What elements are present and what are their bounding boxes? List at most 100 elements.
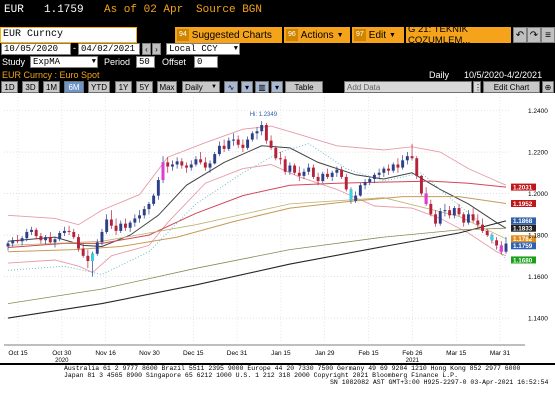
candle-body xyxy=(410,156,414,159)
table-button[interactable]: Table xyxy=(285,81,323,93)
add-data-field[interactable]: Add Data xyxy=(344,81,472,93)
candle-highlight xyxy=(490,235,494,241)
undo-icon[interactable]: ↶ xyxy=(513,27,527,43)
x-tick-label: Dec 31 xyxy=(227,350,248,357)
candle-body xyxy=(109,219,113,226)
candle-body xyxy=(81,248,85,256)
range-3d[interactable]: 3D xyxy=(22,81,39,93)
frequency-label: Daily xyxy=(429,70,450,80)
candle-body xyxy=(382,168,386,173)
candle-body xyxy=(236,139,240,145)
candle-highlight xyxy=(161,162,165,181)
range-max[interactable]: Max xyxy=(157,81,177,93)
x-tick-label: Jan 29 xyxy=(315,350,335,357)
candle-highlight xyxy=(424,193,428,204)
range-ytd[interactable]: YTD xyxy=(88,81,110,93)
price-tag-box xyxy=(511,242,536,250)
candle-body xyxy=(20,238,24,242)
candle-body xyxy=(194,159,198,165)
range-1m[interactable]: 1M xyxy=(43,81,60,93)
candle-body xyxy=(462,214,466,223)
price-chart[interactable]: Hi: 1.2349 1.2031 1.1952 1.1868 1.1833 1.178… xyxy=(0,93,555,364)
offset-field[interactable]: 0 xyxy=(194,56,218,68)
candle-body xyxy=(429,203,433,215)
candle-body xyxy=(138,215,142,219)
currency-select[interactable]: Local CCY ▼ xyxy=(166,43,240,55)
candle-highlight xyxy=(91,253,95,261)
period-select[interactable]: Daily ▼ xyxy=(182,81,220,93)
edit-button[interactable]: 97 Edit ▼ xyxy=(352,27,404,43)
panel-title-label: G 21: TEKNIK COZUMLEM... xyxy=(408,24,471,46)
range-5y[interactable]: 5Y xyxy=(136,81,153,93)
candle-body xyxy=(142,209,146,216)
candle-body xyxy=(264,125,268,141)
suggested-charts-num: 94 xyxy=(177,29,189,41)
bar-chart-icon[interactable]: ▥ xyxy=(255,81,269,93)
edit-chart-button[interactable]: Edit Chart xyxy=(483,81,540,93)
security-description: EUR Curncy : Euro Spot xyxy=(2,70,100,80)
candle-body xyxy=(105,219,109,232)
candle-body xyxy=(30,229,33,232)
chevron-left-icon[interactable]: ‹ xyxy=(142,43,151,55)
candle-body xyxy=(288,165,292,172)
candle-body xyxy=(232,139,235,141)
candle-body xyxy=(95,242,99,254)
x-tick-label: Mar 31 xyxy=(490,350,511,357)
price-tag-label: 1.2031 xyxy=(513,184,533,191)
price-tag-box xyxy=(511,235,536,243)
command-bar: EUR Curncy 94 Suggested Charts 96 Action… xyxy=(0,24,555,46)
quote-header: EUR 1.1759 As of 02 Apr Source BGN xyxy=(0,0,555,22)
candle-body xyxy=(170,164,174,167)
candle-body xyxy=(175,161,179,165)
price-tag-box xyxy=(511,183,536,191)
end-date-field[interactable]: 04/02/2021 xyxy=(78,43,140,55)
x-tick-label: Mar 15 xyxy=(446,350,467,357)
study-select[interactable]: ExpMA ▼ xyxy=(30,56,98,68)
candle-body xyxy=(241,144,245,148)
redo-icon[interactable]: ↷ xyxy=(527,27,541,43)
last-price: 1.1759 xyxy=(44,4,84,16)
study-value: ExpMA xyxy=(33,57,61,67)
menu-icon[interactable]: ≡ xyxy=(541,27,555,43)
start-date-field[interactable]: 10/05/2020 xyxy=(1,43,71,55)
candle-body xyxy=(213,154,217,164)
candle-body xyxy=(335,169,339,173)
price-tag-label: 1.1759 xyxy=(513,243,533,250)
range-6m[interactable]: 6M xyxy=(64,81,84,93)
line-chart-icon[interactable]: ∿ xyxy=(224,81,238,93)
series-lower xyxy=(7,164,507,273)
range-1d[interactable]: 1D xyxy=(1,81,18,93)
candle-body xyxy=(340,169,344,177)
candle-body xyxy=(311,167,315,177)
candle-body xyxy=(368,179,372,183)
price-tag-label: 1.1680 xyxy=(513,257,533,264)
candle-body xyxy=(67,230,71,232)
x-tick-label: Oct 15 xyxy=(8,350,28,357)
candle-body xyxy=(189,164,193,168)
candle-body xyxy=(72,231,76,238)
candle-body xyxy=(77,237,80,249)
range-1y[interactable]: 1Y xyxy=(115,81,132,93)
pin-icon[interactable]: ⊕ xyxy=(542,81,554,93)
candle-body xyxy=(255,131,259,134)
suggested-charts-button[interactable]: 94 Suggested Charts xyxy=(175,27,282,43)
panel-title[interactable]: G 21: TEKNIK COZUMLEM... xyxy=(406,24,511,46)
x-tick-label: Nov 30 xyxy=(139,350,160,357)
y-tick-label: 1.1600 xyxy=(528,274,548,281)
chevron-down-icon: ▼ xyxy=(91,58,96,66)
candle-body xyxy=(114,225,118,231)
chart-type-dropdown-icon[interactable]: ▾ xyxy=(241,81,253,93)
bar-chart-dropdown-icon[interactable]: ▾ xyxy=(271,81,283,93)
candle-body xyxy=(119,223,123,231)
chevron-right-icon[interactable]: › xyxy=(152,43,161,55)
candle-body xyxy=(396,164,400,168)
period-field[interactable]: 50 xyxy=(136,56,155,68)
candle-body xyxy=(227,140,231,149)
actions-button[interactable]: 96 Actions ▼ xyxy=(284,27,350,43)
candle-body xyxy=(246,139,250,148)
candle-body xyxy=(471,214,475,221)
security-input[interactable]: EUR Curncy xyxy=(0,27,137,43)
y-tick-label: 1.2400 xyxy=(528,108,548,115)
more-options-icon[interactable]: ⋮ xyxy=(473,81,482,93)
